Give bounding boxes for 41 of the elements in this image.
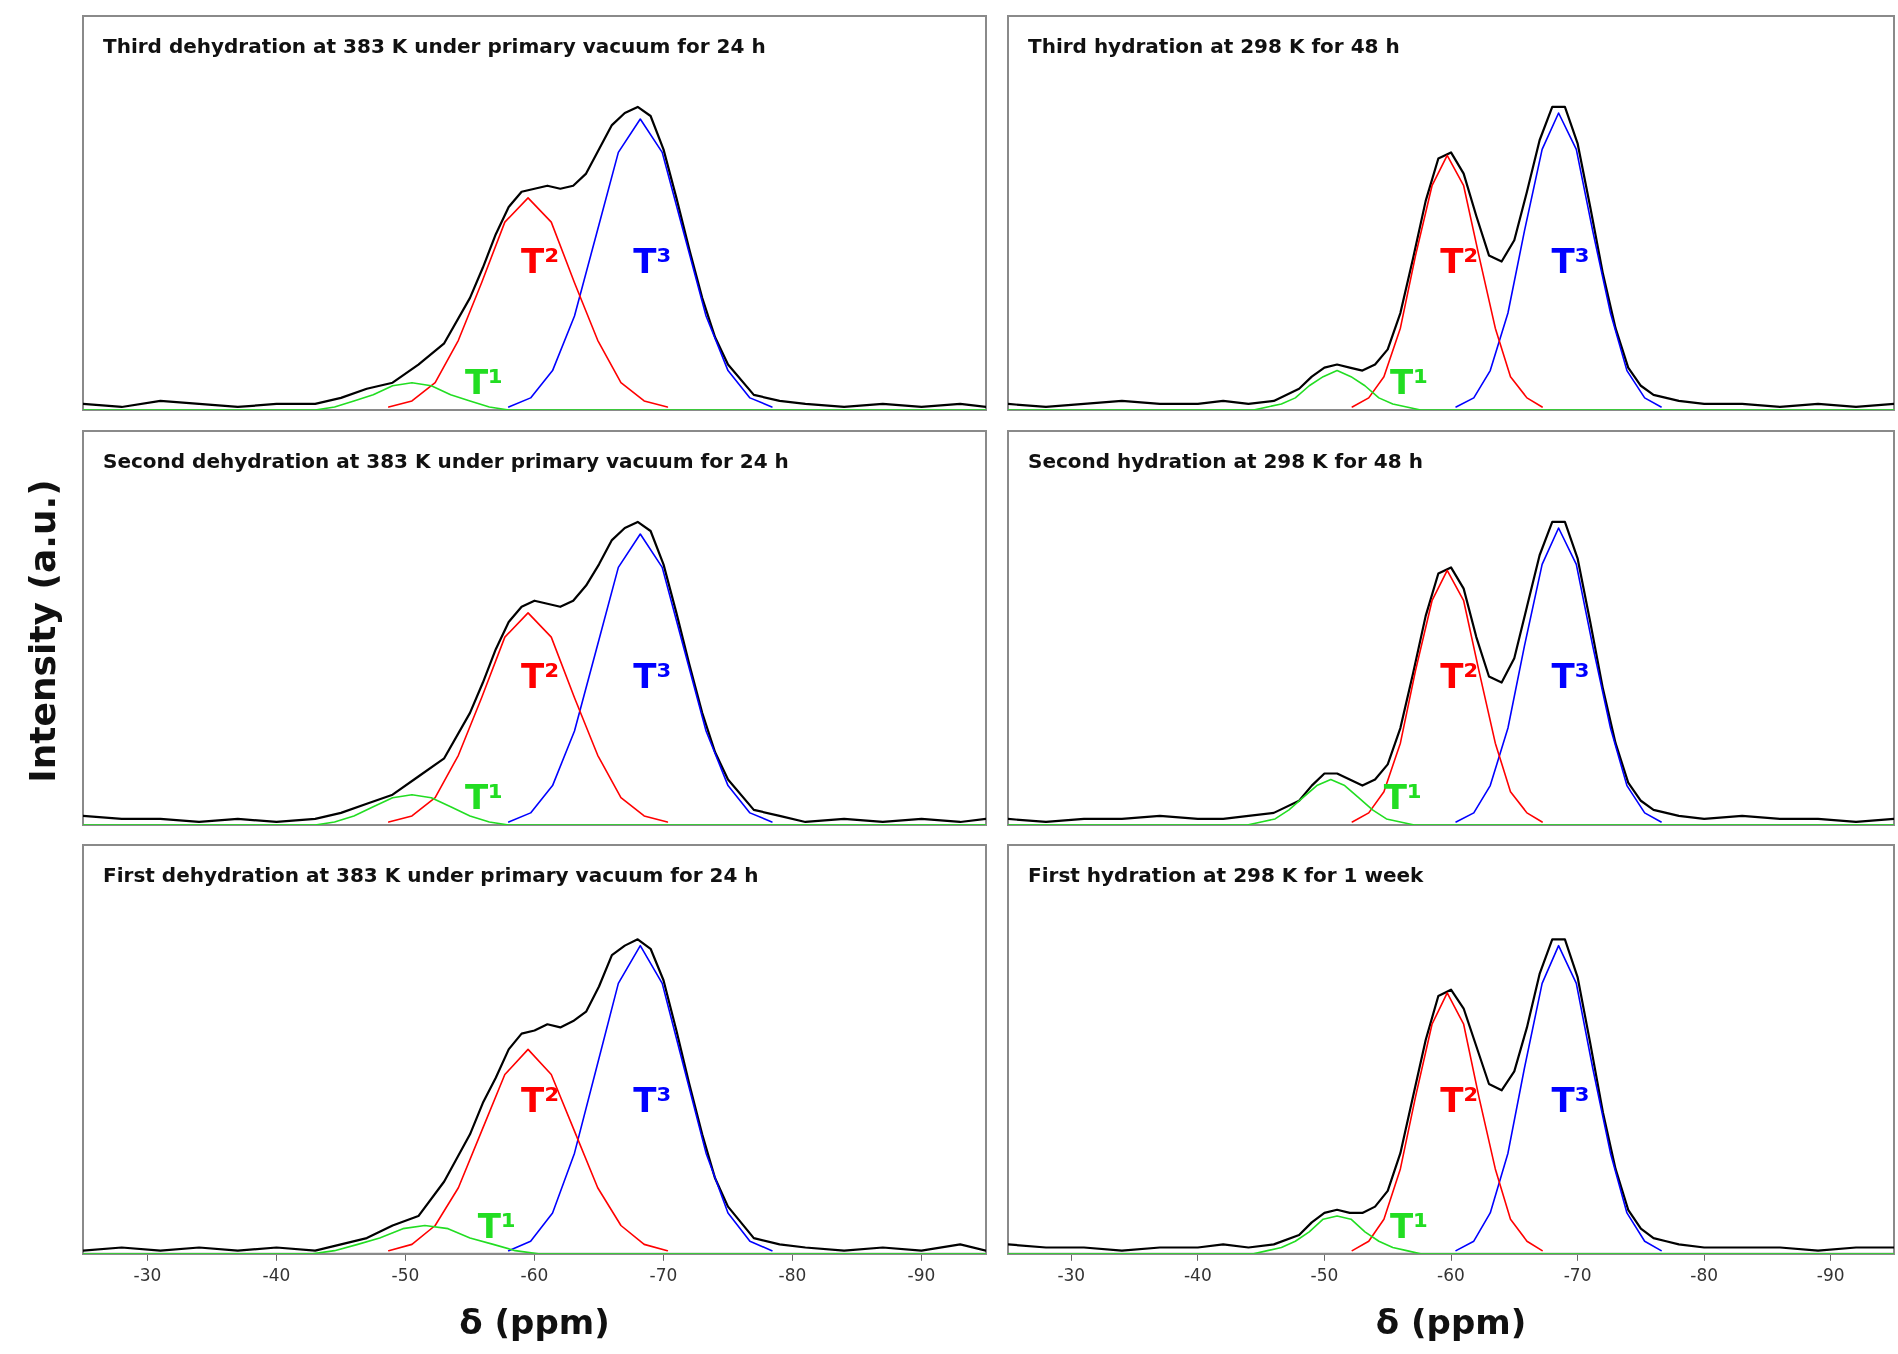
chart-title: Second hydration at 298 K for 48 h (1028, 449, 1423, 474)
chart-title: First dehydration at 383 K under primary vacuum for 24 h (103, 863, 759, 888)
x-tick-label: -90 (1816, 1265, 1845, 1286)
series-label: T³ (633, 1079, 672, 1120)
x-tick-label: -80 (778, 1265, 807, 1286)
x-tick-label: -30 (1057, 1265, 1086, 1286)
series-label: T³ (1551, 656, 1590, 697)
x-axis-title: δ (ppm) (459, 1302, 610, 1343)
series-label: T² (1440, 241, 1479, 282)
series-label: T³ (1551, 241, 1590, 282)
x-tick-label: -50 (1310, 1265, 1339, 1286)
series-label: T² (1440, 656, 1479, 697)
x-tick-label: -60 (1437, 1265, 1465, 1286)
chart-title: Second dehydration at 383 K under primary vacuum for 24 h (103, 449, 789, 474)
series-label: T¹ (1383, 776, 1422, 817)
chart-title: Third hydration at 298 K for 48 h (1028, 34, 1400, 59)
x-tick-label: -70 (1563, 1265, 1592, 1286)
chart-title: Third dehydration at 383 K under primary vacuum for 24 h (103, 34, 766, 59)
x-tick-label: -80 (1690, 1265, 1719, 1286)
chart-title: First hydration at 298 K for 1 week (1028, 863, 1425, 888)
series-label: T¹ (1390, 1205, 1429, 1246)
series-label: T² (521, 241, 560, 282)
series-label: T¹ (1390, 361, 1429, 402)
x-tick-label: -70 (649, 1265, 678, 1286)
x-tick-label: -90 (907, 1265, 936, 1286)
y-axis-title: Intensity (a.u.) (21, 479, 63, 783)
x-axis-title: δ (ppm) (1375, 1302, 1527, 1343)
x-tick-label: -30 (133, 1265, 162, 1286)
series-label: T¹ (464, 361, 503, 402)
series-label: T³ (1551, 1079, 1590, 1120)
series-label: T¹ (464, 776, 503, 817)
series-label: T¹ (477, 1205, 516, 1246)
series-label: T³ (633, 656, 672, 697)
series-label: T² (521, 1079, 560, 1120)
series-label: T² (1440, 1079, 1479, 1120)
x-tick-label: -50 (391, 1265, 420, 1286)
series-label: T³ (633, 241, 672, 282)
x-tick-label: -60 (520, 1265, 549, 1286)
x-tick-label: -40 (262, 1265, 291, 1286)
x-tick-label: -40 (1183, 1265, 1212, 1286)
series-label: T² (521, 656, 560, 697)
